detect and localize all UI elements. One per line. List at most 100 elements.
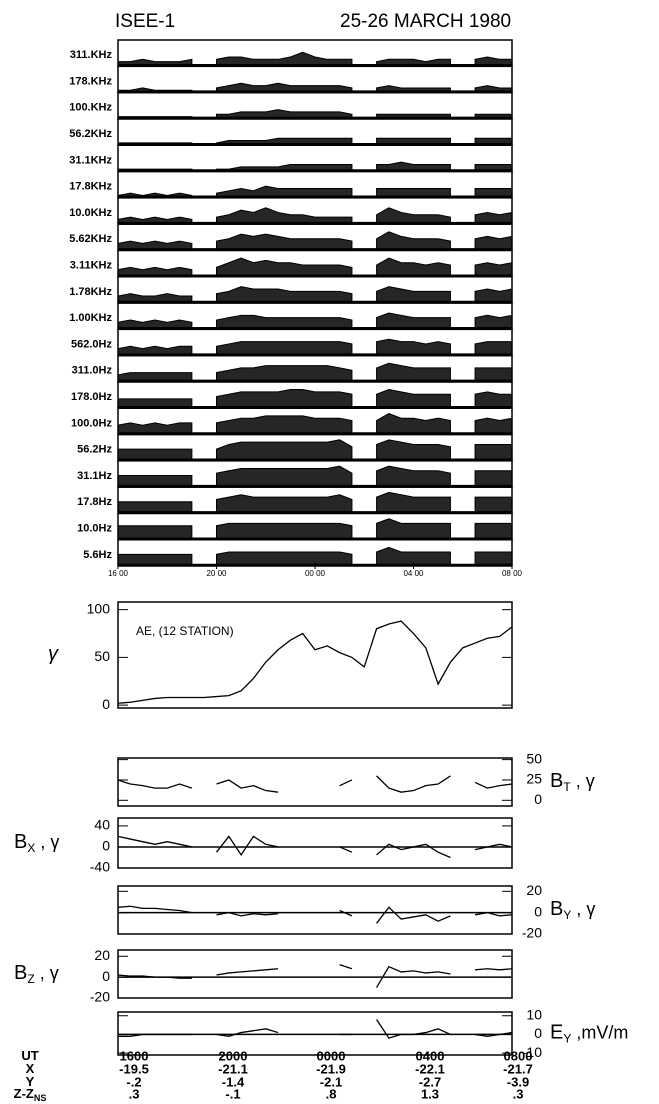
spectrum-area	[117, 389, 513, 409]
spectrum-area	[117, 185, 513, 199]
y-axis-label-sub: T	[563, 780, 571, 794]
y-axis-label-main: E	[550, 1022, 563, 1044]
table-cell: .3	[513, 1086, 524, 1101]
panel-label: 10.0Hz	[77, 522, 112, 534]
data-line	[117, 963, 513, 988]
panel-frame	[117, 885, 513, 935]
data-line	[117, 775, 513, 793]
y-tick-label: 100	[87, 600, 111, 616]
panel-frame	[117, 1011, 513, 1056]
panel-label: 31.1Hz	[77, 470, 112, 482]
panel-label: 31.1KHz	[69, 154, 112, 166]
panel-label: 5.6Hz	[83, 549, 112, 561]
spectrum-area	[117, 207, 513, 225]
data-line	[117, 905, 513, 924]
y-axis-label-unit: , γ	[571, 771, 595, 791]
spectrum-area	[117, 286, 513, 304]
table-cell: -22.1	[415, 1061, 445, 1076]
spectrum-area	[117, 51, 513, 67]
figure-subtitle: 25-26 MARCH 1980	[340, 11, 511, 32]
y-tick-label: -20	[90, 989, 110, 1005]
row-label-main: Y	[26, 1074, 35, 1089]
y-axis-label-unit: ,mV/m	[571, 1022, 628, 1042]
table-cell: 0400	[416, 1048, 445, 1063]
spectrum-area	[117, 312, 513, 330]
x-tick-label: 20 00	[206, 569, 227, 578]
spectrum-area	[117, 362, 513, 383]
spectrum-area	[117, 231, 513, 251]
y-axis-label: BT , γ	[550, 770, 595, 794]
table-cell: -2.1	[320, 1074, 342, 1089]
panel-frame	[117, 601, 513, 709]
table-cell: .8	[326, 1086, 337, 1101]
spectrum-area	[117, 338, 513, 357]
panel-frame	[117, 757, 513, 807]
spectrum-area	[117, 412, 513, 435]
y-axis-label-unit: , γ	[35, 832, 59, 852]
panel-label: 56.2Hz	[77, 444, 112, 456]
panel-label: 3.11KHz	[70, 259, 113, 271]
panel-label: 1.00KHz	[69, 312, 112, 324]
panel-frame	[117, 817, 513, 869]
panel-frame	[117, 949, 513, 999]
y-tick-label: 0	[534, 791, 542, 807]
row-label-main: X	[26, 1061, 35, 1076]
spectrum-area	[117, 465, 513, 488]
data-line	[117, 620, 513, 704]
y-axis-label: EY ,mV/m	[550, 1022, 628, 1046]
y-tick-label: 50	[94, 648, 110, 664]
table-cell: .3	[129, 1086, 140, 1101]
table-cell: -.2	[126, 1074, 141, 1089]
panel-label: 178.0Hz	[71, 391, 112, 403]
x-tick-label: 08 00	[502, 569, 523, 578]
table-cell: 0800	[504, 1048, 533, 1063]
row-label: UT	[21, 1048, 38, 1063]
panel-label: 56.2KHz	[69, 128, 112, 140]
table-cell: -2.7	[419, 1074, 441, 1089]
table-cell: 1.3	[421, 1086, 439, 1101]
table-cell: -19.5	[119, 1061, 149, 1076]
panel-label: 100.KHz	[69, 102, 112, 114]
y-axis-label-main: B	[550, 898, 563, 920]
row-label-main: UT	[21, 1048, 38, 1063]
table-cell: -.1	[225, 1086, 240, 1101]
y-axis-label: BX , γ	[14, 831, 59, 855]
row-label-main: Z-Z	[14, 1086, 34, 1101]
y-tick-label: 10	[526, 1006, 542, 1022]
y-axis-label-main: γ	[48, 643, 59, 665]
spectrum-area	[117, 546, 513, 567]
panel-label: 311.0Hz	[72, 365, 113, 377]
table-cell: -21.7	[503, 1061, 533, 1076]
y-tick-label: 0	[534, 1025, 542, 1041]
y-tick-label: 0	[102, 838, 110, 854]
y-axis-label-sub: Z	[27, 972, 34, 986]
y-tick-label: 0	[102, 968, 110, 984]
table-cell: -3.9	[507, 1074, 529, 1089]
y-axis-label-main: B	[14, 831, 27, 853]
panel-label: 311.KHz	[70, 49, 113, 61]
annotation: AE, (12 STATION)	[136, 624, 234, 638]
y-tick-label: 0	[102, 696, 110, 712]
y-axis-label-main: B	[550, 770, 563, 792]
y-axis-label: BY , γ	[550, 898, 595, 922]
panel-label: 17.8KHz	[69, 181, 112, 193]
y-tick-label: -10	[522, 1044, 542, 1060]
y-tick-label: 40	[94, 817, 110, 833]
y-axis-label-sub: Y	[563, 1032, 571, 1046]
y-axis-label-sub: Y	[563, 908, 571, 922]
row-label-sub: NS	[34, 1093, 47, 1103]
spectrum-area	[117, 82, 513, 94]
y-axis-label-sub: X	[27, 841, 35, 855]
table-cell: -21.1	[218, 1061, 248, 1076]
panel-label: 17.8Hz	[77, 496, 112, 508]
table-cell: 0000	[317, 1048, 346, 1063]
spectrum-area	[117, 491, 513, 514]
panel-label: 562.0Hz	[71, 338, 112, 350]
x-tick-label: 04 00	[403, 569, 424, 578]
y-axis-label: γ	[48, 643, 59, 665]
y-tick-label: 25	[526, 771, 542, 787]
panel-label: 5.62KHz	[69, 233, 112, 245]
y-axis-label-main: B	[14, 962, 27, 984]
